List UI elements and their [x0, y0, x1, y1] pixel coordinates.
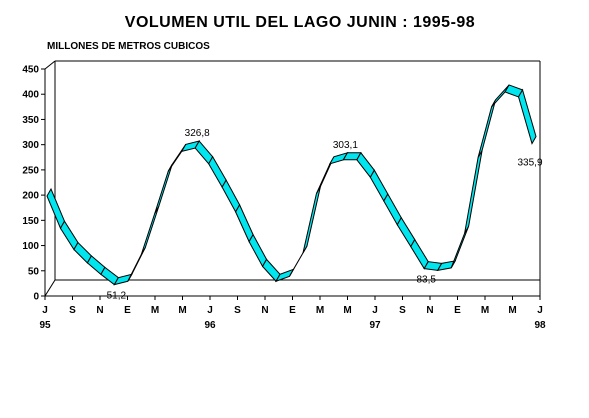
- ribbon-segment: [491, 84, 510, 108]
- x-tick-label: M: [508, 305, 516, 316]
- chart-labels: 51,2 326,8 303,1 83,5 335,9: [107, 128, 543, 302]
- ribbon-segment: [140, 206, 160, 255]
- y-tick-label: 150: [22, 216, 39, 227]
- year-label: 97: [369, 320, 381, 331]
- ribbon-segment: [208, 155, 227, 189]
- data-label: 51,2: [107, 291, 127, 302]
- data-label: 335,9: [517, 158, 542, 169]
- x-tick-label: M: [178, 305, 186, 316]
- x-tick-label: S: [234, 305, 241, 316]
- x-tick-label: E: [124, 305, 131, 316]
- ribbon-segment: [410, 238, 429, 270]
- ribbon-segment: [383, 192, 402, 226]
- x-tick-label: N: [261, 305, 268, 316]
- x-tick-label: J: [372, 305, 378, 316]
- y-tick-label: 350: [22, 115, 39, 126]
- x-tick-label: S: [69, 305, 76, 316]
- y-tick-label: 300: [22, 140, 39, 151]
- ribbon-segment: [302, 186, 321, 254]
- y-tick-label: 50: [28, 266, 40, 277]
- y-tick-label: 250: [22, 165, 39, 176]
- x-tick-label: N: [426, 305, 433, 316]
- x-tick-label: N: [96, 305, 103, 316]
- year-label: 95: [39, 320, 51, 331]
- chart-title: VOLUMEN UTIL DEL LAGO JUNIN : 1995-98: [124, 14, 476, 31]
- ribbon-segment: [221, 179, 241, 213]
- y-tick-label: 200: [22, 191, 39, 202]
- x-tick-label: E: [454, 305, 461, 316]
- data-label: 326,8: [185, 128, 210, 139]
- x-tick-label: J: [537, 305, 543, 316]
- x-tick-label: M: [316, 305, 324, 316]
- x-tick-label: M: [151, 305, 159, 316]
- chart-axes: 0 50 100 150 200 250 300 350 400 450 J S N E M M J S N E M M J…: [22, 65, 546, 332]
- ribbon-segment: [464, 150, 483, 234]
- ribbon-segment: [477, 99, 497, 158]
- ribbon-segment: [235, 203, 254, 243]
- x-tick-label: J: [42, 305, 48, 316]
- year-label: 96: [204, 320, 216, 331]
- chart-frame: [44, 60, 541, 297]
- year-label: 98: [534, 320, 546, 331]
- x-tick-label: M: [481, 305, 489, 316]
- data-label: 303,1: [333, 140, 358, 151]
- y-axis-top-edge: [44, 60, 56, 70]
- ribbon-segment: [396, 216, 416, 248]
- ribbon-segment: [248, 233, 268, 268]
- ribbon-segment: [356, 151, 375, 179]
- x-tick-label: S: [399, 305, 406, 316]
- x-tick-label: E: [289, 305, 296, 316]
- x-tick-label: M: [343, 305, 351, 316]
- ribbon-segment: [59, 220, 79, 251]
- ribbon-segment: [517, 88, 537, 145]
- ribbon-segment: [46, 187, 66, 230]
- x-tick-label: J: [207, 305, 213, 316]
- y-tick-label: 0: [33, 292, 39, 303]
- y-axis-unit-label: MILLONES DE METROS CUBICOS: [47, 41, 210, 52]
- y-tick-label: 100: [22, 241, 39, 252]
- y-tick-label: 400: [22, 90, 39, 101]
- ribbon-series: [46, 84, 537, 286]
- data-label: 83,5: [416, 275, 436, 286]
- y-tick-label: 450: [22, 65, 39, 76]
- ribbon-segment: [154, 163, 173, 214]
- ribbon-segment: [369, 169, 389, 202]
- floor-left-edge: [44, 279, 56, 297]
- ribbon-segment: [450, 225, 470, 269]
